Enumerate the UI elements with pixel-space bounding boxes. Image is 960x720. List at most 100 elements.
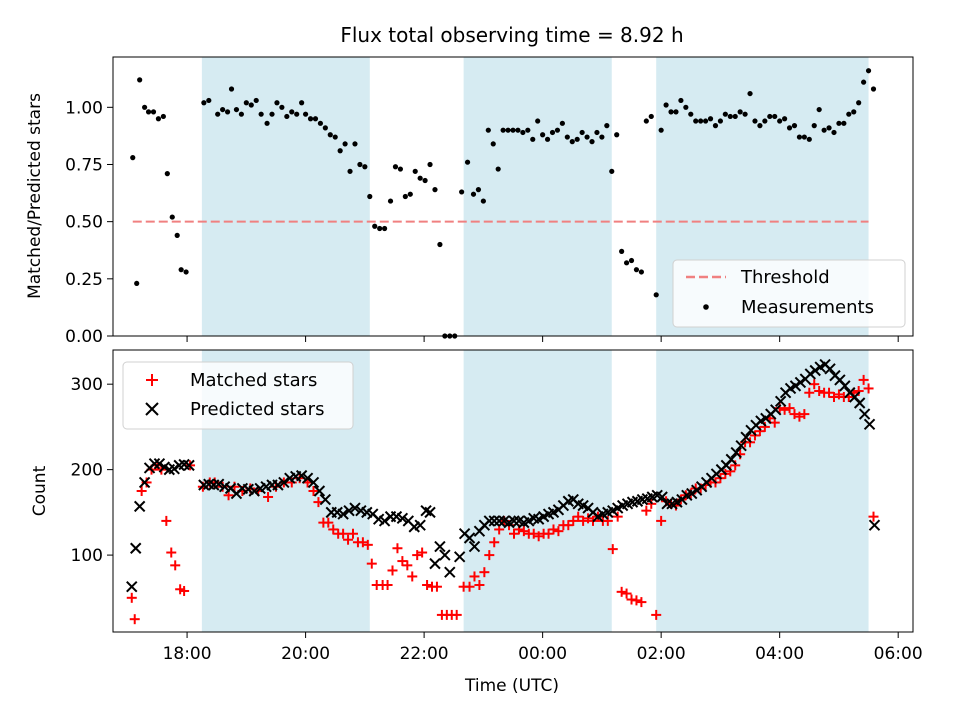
legend-measurements-label: Measurements bbox=[741, 297, 874, 318]
measurement-point bbox=[145, 109, 152, 115]
measurement-point bbox=[130, 155, 136, 161]
matched-point bbox=[464, 581, 475, 592]
measurement-point bbox=[712, 123, 719, 129]
measurement-point bbox=[422, 177, 428, 184]
measurement-point bbox=[826, 125, 832, 131]
measurement-point bbox=[264, 120, 270, 126]
predicted-point bbox=[212, 478, 225, 490]
measurement-point bbox=[599, 134, 605, 140]
bottom-legend: Matched stars Predicted stars bbox=[122, 361, 354, 430]
measurement-point bbox=[673, 109, 679, 115]
predicted-point bbox=[130, 542, 142, 554]
measurement-point bbox=[841, 120, 847, 126]
measurement-point bbox=[412, 168, 418, 174]
predicted-point bbox=[656, 491, 668, 503]
matched-point bbox=[451, 609, 462, 620]
measurement-point bbox=[327, 132, 333, 138]
predicted-point bbox=[319, 493, 332, 506]
predicted-point bbox=[863, 418, 876, 431]
measurement-point bbox=[500, 127, 506, 133]
matched-point bbox=[621, 588, 632, 599]
predicted-point bbox=[168, 463, 180, 475]
measurement-point bbox=[294, 111, 300, 117]
matched-point bbox=[513, 524, 524, 535]
legend-matched-swatch bbox=[146, 374, 158, 386]
matched-point bbox=[804, 387, 815, 398]
measurement-point bbox=[856, 100, 862, 106]
measurement-point bbox=[459, 189, 465, 195]
matched-point bbox=[616, 586, 627, 597]
measurement-point bbox=[693, 118, 699, 124]
x-tick-label: 22:00 bbox=[400, 644, 449, 664]
predicted-point bbox=[429, 557, 441, 570]
top-legend-box bbox=[672, 259, 906, 328]
measurement-point bbox=[238, 111, 244, 117]
matched-point bbox=[166, 547, 177, 558]
measurement-point bbox=[698, 118, 704, 124]
measurement-point bbox=[658, 127, 664, 133]
y-tick-label: 0.50 bbox=[65, 213, 103, 233]
legend-threshold-label: Threshold bbox=[740, 267, 830, 288]
matched-point bbox=[484, 550, 495, 561]
matched-point bbox=[863, 383, 874, 394]
predicted-point bbox=[839, 380, 851, 392]
measurement-point bbox=[134, 280, 140, 287]
measurement-point bbox=[638, 269, 644, 275]
predicted-point bbox=[313, 485, 326, 497]
measurements-points bbox=[130, 68, 877, 339]
matched-point bbox=[343, 534, 354, 545]
matched-point bbox=[382, 580, 393, 590]
bottom-y-axis-label: Count bbox=[30, 465, 50, 516]
predicted-point bbox=[789, 380, 802, 392]
measurement-point bbox=[183, 269, 189, 275]
measurement-point bbox=[220, 106, 226, 113]
measurement-point bbox=[362, 164, 368, 170]
measurement-point bbox=[722, 111, 728, 117]
x-tick-label: 18:00 bbox=[163, 644, 212, 664]
predicted-point bbox=[824, 363, 836, 375]
predicted-point bbox=[301, 472, 314, 484]
predicted-point bbox=[740, 431, 752, 443]
measurement-point bbox=[233, 106, 240, 113]
legend-measurements-swatch bbox=[703, 304, 709, 310]
measurement-point bbox=[549, 129, 556, 136]
measurement-point bbox=[604, 123, 610, 129]
y-tick-label: 300 bbox=[71, 375, 103, 395]
measurement-point bbox=[727, 113, 733, 120]
measurement-point bbox=[831, 129, 837, 136]
measurement-point bbox=[633, 267, 640, 273]
measurement-point bbox=[427, 161, 433, 168]
matched-point bbox=[553, 526, 564, 537]
measurement-point bbox=[417, 175, 423, 181]
measurement-point bbox=[480, 198, 486, 204]
x-tick-label: 04:00 bbox=[755, 644, 804, 664]
predicted-point bbox=[508, 515, 520, 527]
measurement-point bbox=[407, 191, 413, 197]
matched-point bbox=[417, 547, 428, 558]
matched-point bbox=[422, 580, 433, 590]
measurement-point bbox=[683, 104, 689, 110]
measurement-point bbox=[732, 113, 738, 120]
measurement-point bbox=[206, 97, 212, 104]
measurement-point bbox=[437, 241, 443, 248]
top-y-ticks: 0.00 0.25 0.50 0.75 1.00 bbox=[65, 98, 113, 347]
measurement-point bbox=[702, 118, 709, 124]
measurement-point bbox=[762, 118, 768, 124]
matched-point bbox=[366, 558, 377, 569]
matched-point bbox=[631, 595, 642, 606]
measurement-point bbox=[137, 77, 143, 83]
y-tick-label: 1.00 bbox=[65, 98, 103, 118]
measurement-point bbox=[253, 97, 259, 104]
measurement-point bbox=[870, 86, 877, 92]
measurement-point bbox=[540, 132, 546, 138]
measurement-point bbox=[279, 104, 285, 110]
matched-point bbox=[809, 379, 820, 390]
matched-point bbox=[479, 567, 490, 578]
predicted-point bbox=[735, 440, 747, 452]
chart-title: Flux total observing time = 8.92 h bbox=[340, 23, 683, 47]
matched-point bbox=[641, 505, 652, 516]
measurement-point bbox=[628, 257, 635, 264]
measurement-point bbox=[377, 225, 383, 232]
matched-point bbox=[362, 539, 373, 550]
measurement-point bbox=[347, 168, 353, 174]
